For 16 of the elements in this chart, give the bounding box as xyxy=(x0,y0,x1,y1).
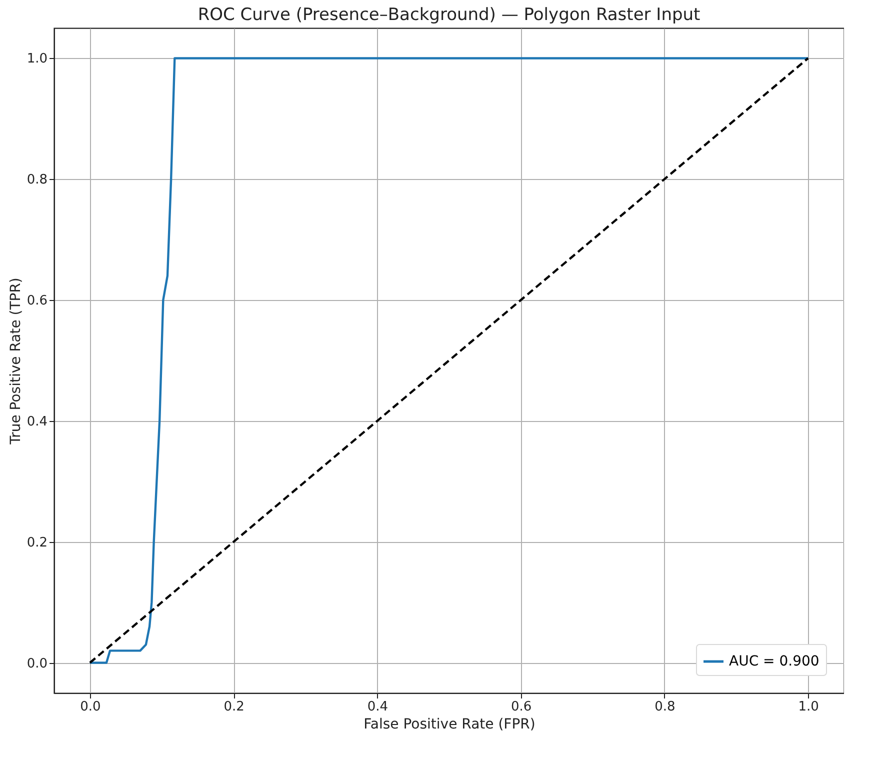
x-axis-title: False Positive Rate (FPR) xyxy=(364,716,536,732)
chart-title: ROC Curve (Presence–Background) — Polygon Raster Input xyxy=(198,5,701,25)
x-tick-label: 0.6 xyxy=(510,700,532,714)
x-tick-label: 0.8 xyxy=(654,700,676,714)
x-tick-label: 0.2 xyxy=(224,700,244,714)
x-tick-label: 0.0 xyxy=(80,700,101,714)
y-tick-label: 0.6 xyxy=(26,294,48,309)
y-tick-label: 0.4 xyxy=(26,414,48,430)
y-axis-title: True Positive Rate (TPR) xyxy=(8,278,24,446)
y-tick-label: 1.0 xyxy=(26,52,48,67)
y-tick-label: 0.8 xyxy=(26,172,48,188)
x-tick-label: 0.4 xyxy=(367,700,388,714)
legend-label: AUC = 0.900 xyxy=(729,654,820,670)
y-tick-label: 0.2 xyxy=(26,535,48,550)
x-tick-label: 1.0 xyxy=(798,700,819,714)
y-tick-label: 0.0 xyxy=(26,656,48,672)
